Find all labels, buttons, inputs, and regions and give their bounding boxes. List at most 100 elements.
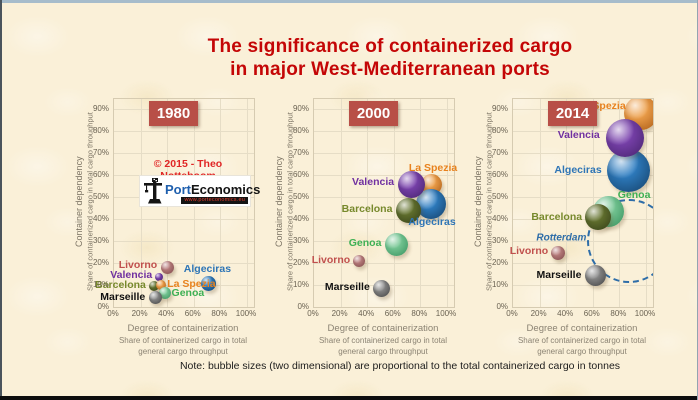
year-badge: 2014 (548, 101, 597, 126)
gridline-h (114, 263, 254, 264)
y-tick-label: 60% (92, 170, 109, 179)
gridline-h (314, 175, 454, 176)
y-tick-label: 80% (292, 126, 309, 135)
gridline-v (220, 99, 221, 307)
label-algeciras: Algeciras (554, 163, 602, 176)
x-axis-title: Degree of containerization (526, 323, 638, 334)
window-border-bottom (0, 396, 698, 400)
gridline-h (314, 241, 454, 242)
y-axis-title: Container dependency (473, 156, 483, 248)
y-tick-label: 40% (491, 214, 508, 223)
x-axis-subtitle1: Share of containerized cargo in total (118, 336, 248, 345)
x-tick-label: 80% (211, 309, 228, 318)
bubble-valencia (397, 171, 425, 199)
y-tick-label: 90% (491, 104, 508, 113)
y-tick-label: 40% (92, 214, 109, 223)
gridline-h (114, 285, 254, 286)
label-marseille: Marseille (100, 291, 146, 304)
label-barcelona: Barcelona (531, 210, 583, 223)
y-tick-label: 90% (292, 104, 309, 113)
x-axis-subtitle2: general cargo throughput (537, 347, 627, 356)
label-marseille: Marseille (324, 281, 370, 294)
label-barcelona: Barcelona (341, 203, 393, 216)
gridline-h (513, 175, 653, 176)
gridline-v (367, 99, 368, 307)
bubble-algeciras (200, 276, 216, 292)
gridline-h (114, 219, 254, 220)
y-tick-label: 70% (491, 148, 508, 157)
bubble-livorno (353, 254, 366, 267)
y-axis-title: Container dependency (274, 156, 284, 248)
bubble-marseille (373, 279, 391, 297)
footnote: Note: bubble sizes (two dimensional) are… (179, 360, 621, 372)
gridline-h (114, 131, 254, 132)
gridline-h (314, 109, 454, 110)
x-axis-subtitle2: general cargo throughput (338, 347, 428, 356)
gridline-v (566, 99, 567, 307)
y-tick-label: 90% (92, 104, 109, 113)
gridline-v (394, 99, 395, 307)
y-tick-label: 20% (491, 258, 508, 267)
gridline-h (114, 241, 254, 242)
gridline-h (314, 285, 454, 286)
bubble-genoa (158, 286, 171, 299)
gridline-h (513, 263, 653, 264)
y-tick-label: 60% (292, 170, 309, 179)
bubble-marseille (148, 290, 162, 304)
logo-part2: Economics (191, 182, 261, 197)
gridline-v (420, 99, 421, 307)
label-livorno: Livorno (118, 259, 158, 272)
bubble-la-spezia (623, 99, 653, 131)
y-tick-label: 80% (491, 126, 508, 135)
y-tick-label: 10% (92, 280, 109, 289)
label-la-spezia: La Spezia (167, 278, 216, 290)
y-tick-label: 0% (297, 302, 309, 311)
label-rotterdam: Rotterdam (536, 232, 587, 244)
y-axis-subtitle: Share of containerized cargo in total ca… (285, 112, 295, 292)
gridline-v (341, 99, 342, 307)
x-axis-title: Degree of containerization (327, 323, 439, 334)
x-axis-subtitle2: general cargo throughput (138, 347, 228, 356)
gridline-h (314, 153, 454, 154)
bubble-valencia (605, 118, 644, 157)
y-tick-label: 70% (292, 148, 309, 157)
y-tick-label: 30% (92, 236, 109, 245)
labels-layer: Barcelona Valencia Livorno La Spezia Genoa Ma… (95, 98, 253, 306)
label-algeciras: Algeciras (183, 262, 232, 275)
gridline-h (513, 241, 653, 242)
gridline-v (247, 99, 248, 307)
y-tick-label: 60% (491, 170, 508, 179)
x-tick-label: 0% (307, 309, 319, 318)
bubble-rotterdam (587, 198, 653, 283)
labels-layer: Livorno Marseille Genoa La Spezia Algeciras V… (311, 98, 458, 306)
y-tick-label: 20% (292, 258, 309, 267)
y-tick-label: 80% (92, 126, 109, 135)
gridline-h (513, 197, 653, 198)
y-tick-label: 10% (491, 280, 508, 289)
y-tick-label: 30% (292, 236, 309, 245)
y-axis-subtitle: Share of containerized cargo in total ca… (484, 112, 494, 292)
label-genoa: Genoa (348, 237, 382, 250)
y-tick-label: 40% (292, 214, 309, 223)
gridline-h (114, 153, 254, 154)
gridline-v (593, 99, 594, 307)
y-tick-label: 50% (92, 192, 109, 201)
label-livorno: Livorno (311, 253, 351, 266)
y-tick-label: 50% (491, 192, 508, 201)
gridline-h (513, 285, 653, 286)
crane-icon (144, 178, 162, 204)
x-tick-label: 40% (358, 309, 375, 318)
labels-layer: Rotterdam La Spezia Algeciras Valencia Genoa… (509, 98, 652, 306)
label-livorno: Livorno (509, 245, 549, 258)
logo-part1: Port (165, 182, 191, 197)
x-tick-label: 80% (610, 309, 627, 318)
gridline-h (114, 109, 254, 110)
gridline-v (167, 99, 168, 307)
label-valencia: Valencia (352, 175, 395, 188)
gridline-h (513, 153, 653, 154)
label-la-spezia: La Spezia (408, 161, 458, 174)
x-axis-title: Degree of containerization (127, 323, 239, 334)
bubble-genoa (384, 232, 408, 256)
bubble-livorno (160, 260, 174, 274)
gridline-h (314, 131, 454, 132)
